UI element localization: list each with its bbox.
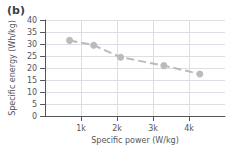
svg-text:Specific power (W/kg): Specific power (W/kg) xyxy=(91,136,179,145)
svg-text:3k: 3k xyxy=(148,124,158,133)
svg-text:1k: 1k xyxy=(76,124,86,133)
svg-text:4k: 4k xyxy=(184,124,194,133)
svg-text:35: 35 xyxy=(27,28,37,37)
svg-text:30: 30 xyxy=(27,40,37,49)
svg-text:2k: 2k xyxy=(112,124,122,133)
svg-text:15: 15 xyxy=(27,76,37,85)
svg-text:10: 10 xyxy=(27,88,37,97)
svg-text:40: 40 xyxy=(27,16,37,25)
svg-text:Specific energy (Wh/kg): Specific energy (Wh/kg) xyxy=(8,20,17,116)
svg-text:20: 20 xyxy=(27,64,37,73)
svg-text:5: 5 xyxy=(32,100,37,109)
svg-text:25: 25 xyxy=(27,52,37,61)
svg-text:(b): (b) xyxy=(7,4,25,17)
svg-text:0: 0 xyxy=(32,112,37,121)
